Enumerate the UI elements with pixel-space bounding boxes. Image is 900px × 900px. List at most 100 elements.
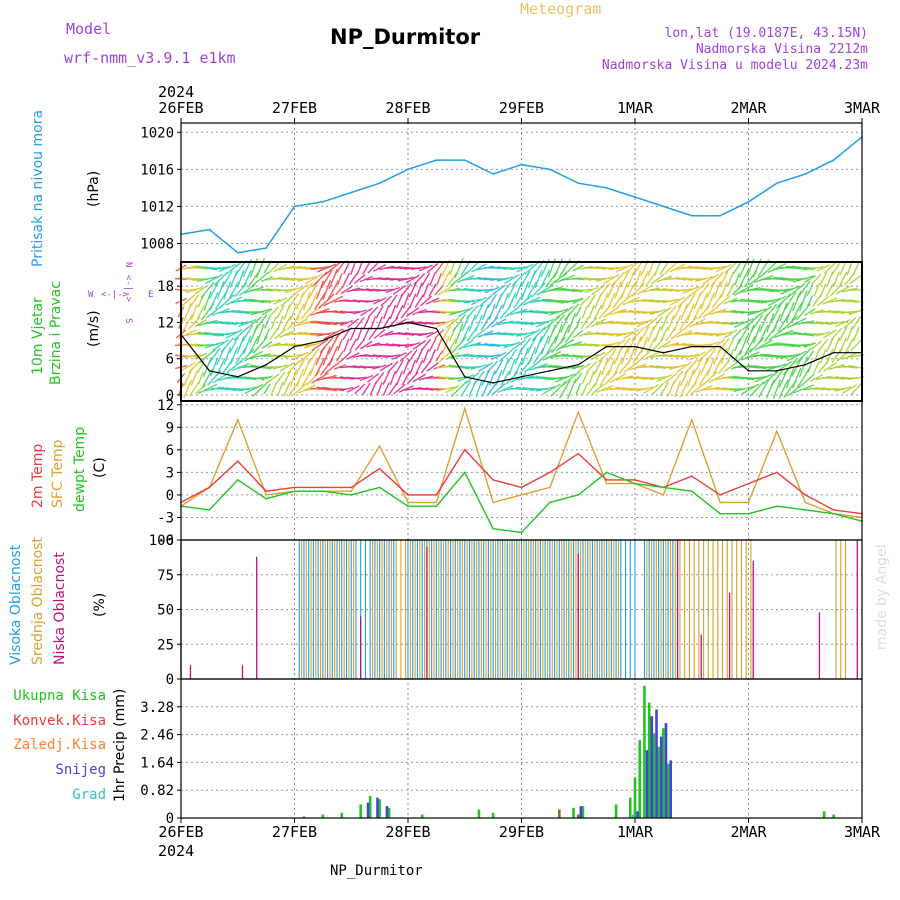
wind-arrow [195, 383, 207, 395]
wind-arrow [768, 327, 786, 341]
point-dewpt [236, 479, 239, 481]
precip-rain-bar [662, 728, 665, 818]
wind-arrow [740, 298, 761, 304]
wind-arrow [749, 381, 765, 397]
wind-arrow [826, 348, 834, 364]
wind-arrow [408, 282, 417, 298]
precip-snow-bar [579, 806, 583, 818]
point-temp2m [605, 479, 608, 481]
wind-arrow [623, 261, 639, 275]
wind-arrow [720, 281, 728, 299]
wind-arrow [662, 353, 680, 359]
wind-arrow [235, 347, 247, 365]
point-sfc [747, 501, 750, 504]
wind-arrow [636, 284, 653, 296]
wind-arrow [689, 318, 706, 328]
wind-arrow [504, 274, 520, 284]
wind-arrow [233, 327, 248, 341]
wind-arrow [747, 375, 768, 381]
wind-arrow [581, 371, 589, 385]
wind-arrow [231, 309, 250, 315]
wind-arrow [484, 353, 501, 359]
wind-arrow [385, 343, 401, 347]
precip-snow-bar [366, 802, 370, 818]
wind-arrow [695, 384, 713, 394]
wind-arrow [843, 317, 857, 329]
point-wind_speed [322, 339, 324, 342]
wind-arrow [508, 358, 516, 376]
wind-arrow [744, 335, 756, 355]
wind-arrow [798, 290, 808, 312]
wind-arrow [335, 284, 345, 296]
wind-arrow [642, 365, 660, 369]
wind-arrow [601, 292, 609, 310]
wind-arrow [446, 317, 459, 329]
point-dewpt [463, 471, 466, 474]
point-pressure [236, 251, 239, 254]
wind-arrow [481, 304, 490, 320]
wind-arrow [481, 381, 490, 397]
elevation-model-text: Nadmorska Visina u modelu 2024.23m [602, 58, 868, 73]
wind-arrow [368, 327, 378, 341]
wind-arrow [380, 295, 393, 307]
wind-arrow [395, 370, 403, 386]
point-sfc [520, 494, 523, 496]
compass-h-arrow: <-|-> [101, 290, 129, 300]
wind-arrow [521, 281, 530, 299]
wind-arrow [852, 326, 860, 342]
wind-arrow [252, 381, 269, 397]
wind-arrow [204, 341, 224, 349]
point-pressure [293, 205, 296, 208]
wind-arrow [526, 281, 538, 299]
wind-arrow [730, 321, 744, 325]
x-tick-label-bottom: 1MAR [617, 823, 654, 841]
precip-rain-bar [491, 812, 495, 818]
point-pressure [804, 173, 807, 175]
legend-snow: Snijeg [55, 762, 106, 778]
wind-arrow [780, 285, 801, 295]
point-pressure [208, 228, 211, 231]
wind-arrow [766, 313, 775, 333]
wind-arrow [354, 383, 366, 395]
wind-arrow [503, 341, 521, 349]
wind-arrow [806, 294, 814, 308]
point-dewpt [265, 497, 267, 500]
wind-arrow [214, 292, 227, 310]
wind-arrow [659, 260, 670, 276]
wind-arrow [839, 337, 847, 353]
wind-arrow [607, 358, 616, 376]
wind-arrow [597, 349, 612, 363]
wind-arrow [540, 335, 550, 355]
wind-arrow [695, 331, 714, 337]
wind-arrow [727, 271, 734, 287]
wind-arrow [753, 287, 774, 293]
wind-arrow [477, 330, 494, 338]
precip-snow-bar [655, 709, 658, 818]
wind-arrow [748, 272, 766, 286]
wind-arrow [463, 353, 482, 359]
wind-arrow [675, 330, 693, 338]
wind-arrow [812, 295, 822, 307]
point-dewpt [293, 490, 296, 492]
x-tick-label-top: 3MAR [844, 99, 881, 117]
wind-arrow [733, 317, 754, 329]
wind-arrow [763, 303, 778, 321]
precip-snow-bar [664, 723, 668, 818]
point-dewpt [776, 505, 778, 507]
wind-arrow [762, 371, 779, 385]
point-dewpt [407, 505, 409, 507]
wind-arrow [347, 318, 360, 328]
wind-arrow [786, 317, 807, 329]
wind-arrow [243, 335, 252, 355]
wind-arrow [261, 375, 274, 381]
x-tick-label-bottom: 26FEB [158, 823, 203, 841]
point-sfc [378, 445, 381, 447]
wind-arrow [237, 386, 257, 392]
wind-arrow [343, 272, 350, 286]
wind-arrow [477, 288, 494, 292]
wind-arrow [560, 298, 583, 304]
wind-arrow [599, 370, 610, 386]
wind-arrow [818, 360, 829, 374]
wind-arrow [563, 260, 580, 276]
wind-arrow [309, 357, 318, 377]
